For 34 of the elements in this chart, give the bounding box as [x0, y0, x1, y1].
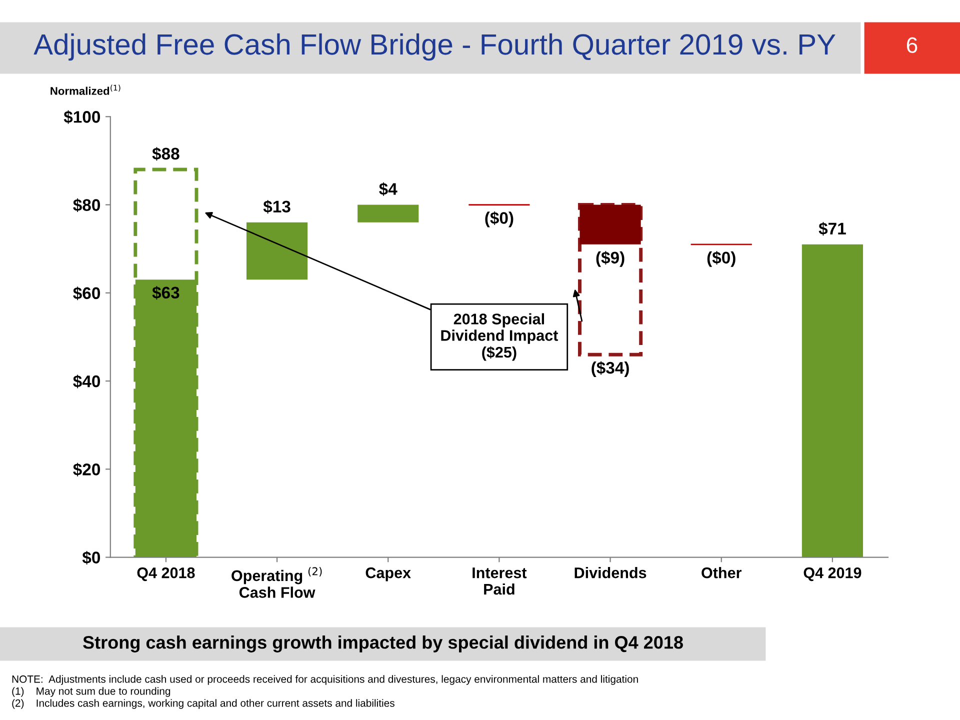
data-label: ($34) [592, 361, 629, 378]
y-tick-label: $40 [73, 374, 100, 388]
text: 6 [906, 37, 918, 53]
data-label: $13 [263, 200, 290, 214]
bar [358, 204, 419, 222]
x-tick-label: Q4 2019 [804, 567, 862, 582]
x-tick-label: Other [702, 567, 742, 578]
y-axis-title: Normalized$^{(1)}$ [50, 84, 120, 95]
text: (2) Includes cash earnings, working capital and other current assets and liabilities [12, 699, 394, 709]
text: NOTE: Adjustments include cash used or proceeds received for acquisitions and divestures, legacy environmental matters and litigation [12, 675, 638, 685]
data-label: $63 [152, 286, 180, 300]
y-tick-label: $60 [73, 286, 100, 300]
y-tick-label: $0 [82, 550, 100, 565]
text: (1) May not sum due to rounding [12, 687, 170, 697]
x-tick-label: Q4 2018 [137, 567, 195, 582]
data-label: ($0) [485, 211, 514, 228]
data-label: $4 [379, 182, 398, 196]
data-label: $71 [818, 222, 846, 236]
x-tick-label: Dividends [574, 567, 646, 578]
chart-title: Adjusted Free Cash Flow Bridge - Fourth Quarter 2019 vs. PY [34, 33, 836, 61]
text: Strong cash earnings growth impacted by special dividend in Q4 2018 [83, 636, 683, 652]
y-tick-label: $20 [73, 462, 100, 476]
y-tick-label: $80 [73, 198, 100, 212]
x-tick-label: Capex [366, 567, 411, 582]
data-label: ($9) [596, 251, 624, 267]
bar [246, 222, 308, 280]
data-label: $88 [152, 147, 180, 161]
bar [802, 244, 864, 558]
y-tick-label: $100 [64, 110, 100, 124]
x-tick-label: Operating $^{(2)}$ Cash Flow [232, 567, 322, 598]
annotation: 2018 Special Dividend Impact ($25) [441, 313, 558, 361]
bar [580, 204, 641, 244]
data-label: ($0) [707, 251, 736, 267]
x-tick-label: Interest Paid [472, 568, 527, 595]
